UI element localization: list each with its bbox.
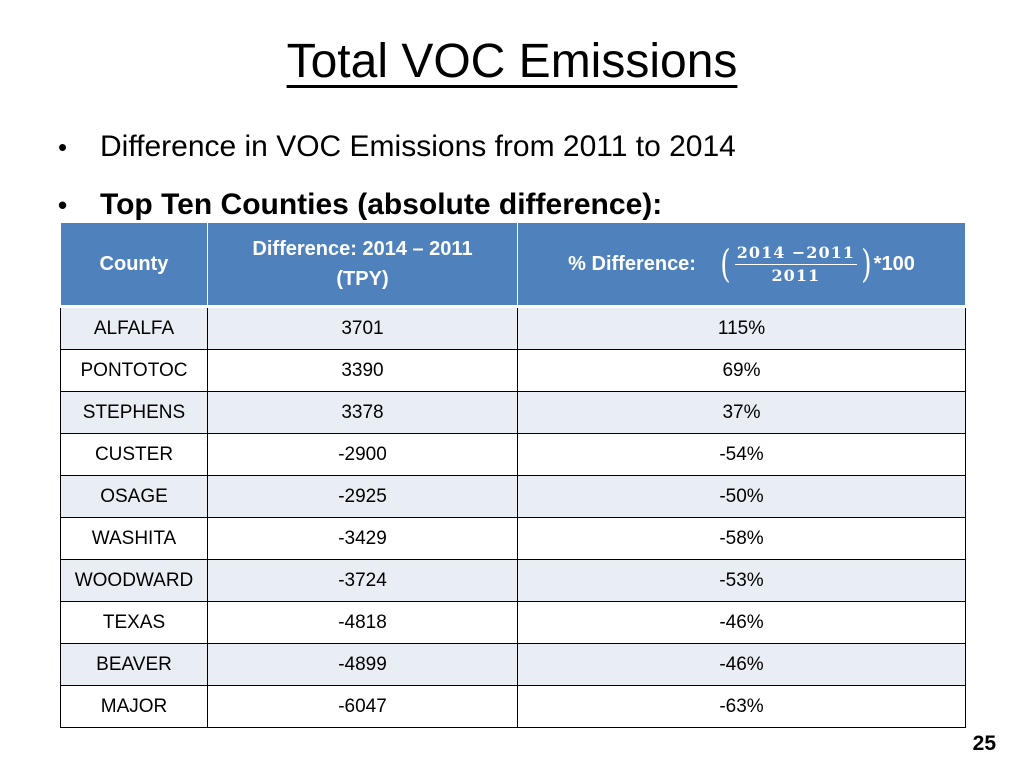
cell-pct-difference: -46%: [517, 643, 966, 686]
cell-county: MAJOR: [60, 685, 208, 728]
table-row: BEAVER -4899 -46%: [60, 643, 966, 686]
table-row: WASHITA -3429 -58%: [60, 517, 966, 560]
formula-fraction: 2014 −2011 2011: [734, 243, 857, 286]
bullet-text: Difference in VOC Emissions from 2011 to…: [100, 130, 736, 163]
bullet-item: • Top Ten Counties (absolute difference)…: [58, 176, 736, 234]
emissions-table: County Difference: 2014 – 2011 (TPY) % D…: [60, 222, 966, 728]
cell-county: WOODWARD: [60, 559, 208, 602]
cell-difference: -2925: [207, 475, 518, 518]
cell-difference: 3378: [207, 391, 518, 434]
cell-difference: -6047: [207, 685, 518, 728]
bullet-text: Top Ten Counties (absolute difference):: [100, 188, 663, 221]
column-header-difference: Difference: 2014 – 2011 (TPY): [207, 222, 518, 308]
cell-pct-difference: -63%: [517, 685, 966, 728]
cell-pct-difference: -54%: [517, 433, 966, 476]
slide-title-text: Total VOC Emissions: [286, 35, 738, 88]
cell-pct-difference: -53%: [517, 559, 966, 602]
cell-county: PONTOTOC: [60, 349, 208, 392]
table-row: MAJOR -6047 -63%: [60, 685, 966, 728]
table-row: STEPHENS 3378 37%: [60, 391, 966, 434]
pct-formula: % Difference: ( 2014 −2011 2011 ) *100: [568, 243, 915, 286]
cell-county: CUSTER: [60, 433, 208, 476]
cell-pct-difference: 37%: [517, 391, 966, 434]
cell-county: WASHITA: [60, 517, 208, 560]
cell-difference: -3429: [207, 517, 518, 560]
cell-difference: -4899: [207, 643, 518, 686]
formula-open-paren: (: [720, 242, 731, 286]
difference-header-line2: (TPY): [336, 268, 389, 290]
formula-close-paren: ): [861, 242, 872, 286]
column-header-pct-difference: % Difference: ( 2014 −2011 2011 ) *100: [517, 222, 966, 308]
cell-pct-difference: -50%: [517, 475, 966, 518]
cell-difference: -2900: [207, 433, 518, 476]
cell-pct-difference: -58%: [517, 517, 966, 560]
cell-pct-difference: 69%: [517, 349, 966, 392]
bullet-dot-icon: •: [58, 190, 68, 220]
slide-title: Total VOC Emissions: [0, 30, 1024, 94]
column-header-county: County: [60, 222, 208, 308]
cell-county: TEXAS: [60, 601, 208, 644]
cell-county: BEAVER: [60, 643, 208, 686]
cell-county: STEPHENS: [60, 391, 208, 434]
cell-pct-difference: -46%: [517, 601, 966, 644]
bullet-list: • Difference in VOC Emissions from 2011 …: [58, 118, 736, 234]
page-number: 25: [972, 732, 996, 755]
pct-label: % Difference:: [568, 253, 696, 275]
table-row: PONTOTOC 3390 69%: [60, 349, 966, 392]
cell-county: OSAGE: [60, 475, 208, 518]
table-row: WOODWARD -3724 -53%: [60, 559, 966, 602]
table-header-row: County Difference: 2014 – 2011 (TPY) % D…: [60, 222, 966, 308]
formula-numerator: 2014 −2011: [734, 243, 857, 265]
cell-difference: -3724: [207, 559, 518, 602]
bullet-item: • Difference in VOC Emissions from 2011 …: [58, 118, 736, 176]
bullet-dot-icon: •: [58, 132, 68, 162]
cell-difference: 3390: [207, 349, 518, 392]
cell-difference: 3701: [207, 306, 518, 350]
table-row: ALFALFA 3701 115%: [60, 306, 966, 350]
table-row: OSAGE -2925 -50%: [60, 475, 966, 518]
cell-county: ALFALFA: [60, 306, 208, 350]
cell-difference: -4818: [207, 601, 518, 644]
formula-denominator: 2011: [771, 265, 821, 285]
formula-multiplier: *100: [873, 253, 915, 275]
table-row: TEXAS -4818 -46%: [60, 601, 966, 644]
table-row: CUSTER -2900 -54%: [60, 433, 966, 476]
cell-pct-difference: 115%: [517, 306, 966, 350]
difference-header-line1: Difference: 2014 – 2011: [252, 238, 473, 260]
